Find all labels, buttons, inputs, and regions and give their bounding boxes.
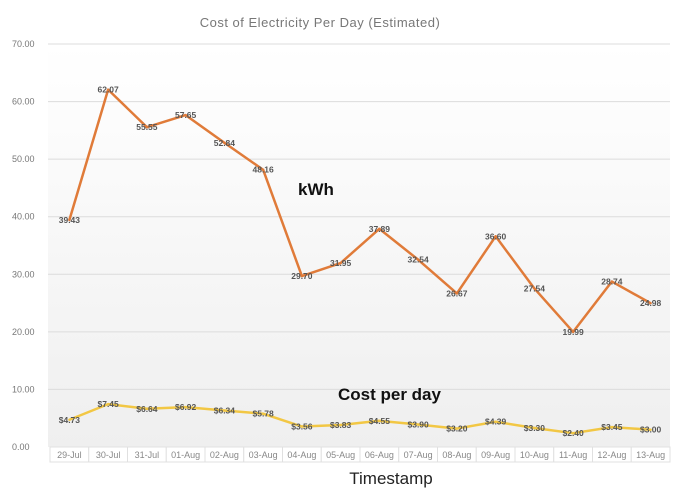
data-point xyxy=(184,405,187,409)
data-point xyxy=(184,113,187,117)
data-label: $4.39 xyxy=(485,417,507,427)
data-label: $6.34 xyxy=(214,405,236,415)
data-point xyxy=(649,428,652,431)
data-label: 55.55 xyxy=(136,122,158,132)
data-point xyxy=(261,168,265,171)
data-point xyxy=(68,418,71,421)
data-label: $3.83 xyxy=(330,420,352,430)
x-tick-label: 03-Aug xyxy=(249,450,278,460)
data-label: 36.60 xyxy=(485,231,507,241)
data-label: $3.00 xyxy=(640,425,662,435)
series-label-kwh: kWh xyxy=(298,180,334,199)
data-point xyxy=(145,407,149,410)
y-tick-label: 50.00 xyxy=(12,154,35,164)
data-point xyxy=(300,274,304,278)
data-point xyxy=(416,423,420,426)
data-label: 52.84 xyxy=(214,138,236,148)
data-label: $6.64 xyxy=(136,404,158,414)
data-point xyxy=(455,292,459,295)
x-tick-label: 11-Aug xyxy=(559,450,587,460)
data-label: $3.90 xyxy=(407,420,429,430)
y-tick-label: 10.00 xyxy=(12,384,35,394)
data-point xyxy=(106,88,110,91)
series-label-cost: Cost per day xyxy=(338,385,442,404)
data-label: $4.73 xyxy=(59,415,81,425)
data-point xyxy=(533,426,536,430)
data-label: $7.45 xyxy=(97,399,119,409)
data-label: 57.65 xyxy=(175,110,197,120)
series-line-cost xyxy=(68,402,651,435)
data-point xyxy=(145,125,149,129)
x-tick-label: 29-Jul xyxy=(57,450,82,460)
series-line-kwh xyxy=(68,88,652,334)
x-tick-label: 04-Aug xyxy=(287,450,316,460)
data-point xyxy=(416,258,420,261)
data-point xyxy=(223,409,226,412)
data-point xyxy=(261,412,265,415)
data-label: 39.43 xyxy=(59,215,81,225)
x-tick-label: 07-Aug xyxy=(404,450,433,460)
data-label: $2.40 xyxy=(562,428,584,438)
y-tick-label: 60.00 xyxy=(12,97,35,107)
data-label: 19.99 xyxy=(562,327,584,337)
data-point xyxy=(571,431,575,435)
data-label: 24.98 xyxy=(640,298,662,308)
y-tick-label: 70.00 xyxy=(12,39,35,49)
data-label: 29.70 xyxy=(291,271,313,281)
data-point xyxy=(339,261,342,265)
data-point xyxy=(223,141,226,144)
data-label: $6.92 xyxy=(175,402,197,412)
y-tick-label: 20.00 xyxy=(12,327,35,337)
data-point xyxy=(106,402,110,406)
x-tick-label: 13-Aug xyxy=(636,450,665,460)
x-tick-label: 09-Aug xyxy=(481,450,510,460)
data-label: 48.16 xyxy=(252,165,274,175)
category-cell xyxy=(630,446,671,463)
data-point xyxy=(494,420,497,423)
data-label: 37.89 xyxy=(369,224,391,234)
data-label: 27.54 xyxy=(524,283,546,293)
data-point xyxy=(494,235,497,238)
x-tick-label: 05-Aug xyxy=(326,450,355,460)
data-point xyxy=(610,280,614,283)
x-tick-label: 12-Aug xyxy=(597,450,626,460)
data-point xyxy=(610,425,614,429)
data-label: $3.30 xyxy=(524,423,546,433)
data-point xyxy=(533,287,536,290)
data-point xyxy=(300,425,304,428)
y-tick-label: 30.00 xyxy=(12,269,35,279)
data-point xyxy=(378,227,381,231)
data-point xyxy=(68,218,71,222)
data-point xyxy=(649,301,652,305)
data-label: 62.07 xyxy=(97,85,119,95)
data-label: 26.67 xyxy=(446,288,468,298)
y-tick-label: 40.00 xyxy=(12,212,35,222)
data-label: 32.54 xyxy=(407,255,429,265)
x-tick-label: 01-Aug xyxy=(171,450,200,460)
y-tick-label: 0.00 xyxy=(12,442,30,452)
data-label: $3.56 xyxy=(291,422,313,432)
data-label: 28.74 xyxy=(601,277,623,287)
x-tick-label: 08-Aug xyxy=(442,450,471,460)
data-point xyxy=(339,423,342,427)
x-tick-label: 30-Jul xyxy=(96,450,121,460)
data-label: $3.20 xyxy=(446,424,468,434)
data-label: 31.95 xyxy=(330,258,352,268)
data-point xyxy=(571,330,575,334)
x-axis-title: Timestamp xyxy=(349,469,432,488)
data-label: $3.45 xyxy=(601,422,623,432)
x-tick-label: 10-Aug xyxy=(520,450,549,460)
x-tick-label: 31-Jul xyxy=(135,450,160,460)
data-label: $4.55 xyxy=(369,416,391,426)
x-tick-label: 02-Aug xyxy=(210,450,239,460)
data-point xyxy=(455,427,459,430)
data-label: $5.78 xyxy=(252,409,274,419)
data-point xyxy=(378,419,381,423)
x-tick-label: 06-Aug xyxy=(365,450,394,460)
chart-title: Cost of Electricity Per Day (Estimated) xyxy=(200,15,441,30)
